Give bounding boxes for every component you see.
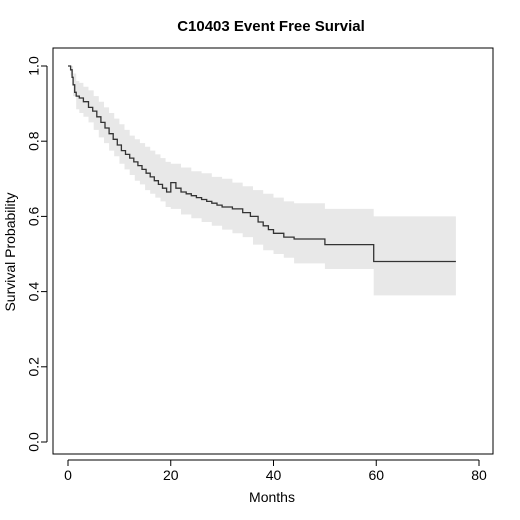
survival-curve xyxy=(68,65,456,263)
y-tick-label: 1.0 xyxy=(26,56,42,76)
x-tick-label: 40 xyxy=(266,467,282,483)
axes: 0 20 40 60 80 0.0 0.2 0.4 0.6 0.8 1.0 xyxy=(26,56,487,483)
chart-title: C10403 Event Free Survial xyxy=(177,18,365,35)
y-tick-label: 0.0 xyxy=(26,432,42,452)
x-tick-label: 60 xyxy=(368,467,384,483)
x-tick-label: 0 xyxy=(64,467,72,483)
x-tick-label: 20 xyxy=(163,467,179,483)
confidence-band xyxy=(68,66,456,296)
x-tick-label: 80 xyxy=(471,467,487,483)
y-tick-label: 0.2 xyxy=(26,357,42,377)
y-tick-label: 0.6 xyxy=(26,206,42,226)
y-axis-label: Survival Probability xyxy=(2,192,18,311)
plot-box xyxy=(52,47,494,455)
y-tick-label: 0.8 xyxy=(26,131,42,151)
plot-area xyxy=(68,65,456,296)
y-tick-label: 0.4 xyxy=(26,282,42,302)
x-axis-label: Months xyxy=(249,489,295,505)
